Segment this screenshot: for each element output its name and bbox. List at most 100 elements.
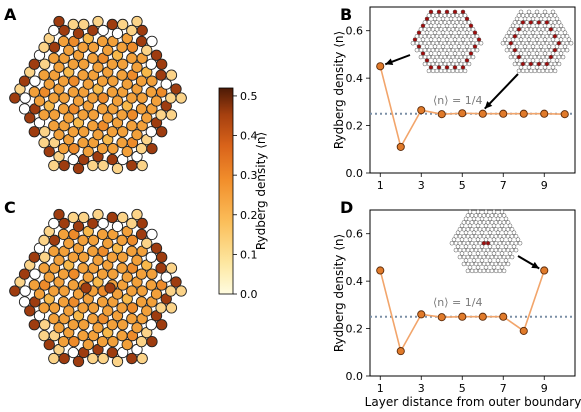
atom: [107, 268, 119, 280]
atom: [72, 220, 85, 233]
inset-atom: [534, 37, 540, 42]
atom: [48, 41, 61, 53]
inset-atom: [552, 68, 558, 74]
data-point: [458, 109, 467, 118]
atom: [131, 208, 143, 221]
atom-cluster: [135, 327, 158, 348]
atom: [33, 95, 46, 107]
atom-cluster: [38, 262, 61, 283]
atom: [145, 86, 157, 98]
inset-atom: [536, 34, 542, 39]
inset-atom: [461, 220, 467, 225]
inset-atom: [520, 47, 526, 53]
atom: [72, 288, 85, 300]
atom: [48, 52, 60, 64]
colorbar-scale: [218, 87, 234, 295]
atom: [78, 18, 90, 31]
atom-cluster: [96, 296, 119, 317]
inset-atom: [469, 220, 475, 225]
atom: [57, 336, 70, 348]
inset-atom: [512, 61, 518, 67]
inset-atom: [420, 37, 426, 42]
inset-atom: [514, 58, 520, 63]
atom: [145, 58, 157, 70]
atom-cluster: [9, 83, 31, 104]
inset-atom: [471, 244, 477, 249]
atom: [121, 145, 133, 158]
inset-atom: [552, 13, 558, 18]
inset-atom: [485, 247, 491, 253]
inset-atom: [497, 254, 503, 260]
atom: [53, 208, 65, 221]
inset-atom: [473, 268, 479, 274]
x-tick-label: 7: [500, 382, 507, 395]
atom: [53, 322, 65, 334]
atom: [111, 288, 124, 300]
atom: [78, 126, 90, 138]
inset-atom: [518, 9, 524, 15]
atom: [68, 336, 80, 348]
atom-cluster: [126, 52, 148, 73]
atom: [136, 217, 148, 230]
inset-atom: [502, 37, 508, 42]
colorbar-tick-label: 0.3: [240, 169, 258, 182]
atom: [87, 217, 99, 230]
atom: [48, 352, 60, 365]
atom: [136, 285, 148, 297]
atom: [96, 75, 109, 87]
atom: [156, 319, 168, 331]
atom-cluster: [126, 120, 148, 141]
atom: [82, 271, 94, 283]
atom: [77, 69, 89, 81]
atom-cluster: [135, 35, 158, 56]
plot-frame: [369, 6, 576, 174]
inset-atom: [456, 44, 462, 49]
inset-atom: [503, 258, 509, 263]
atom-cluster: [126, 150, 148, 172]
data-point: [396, 347, 405, 356]
atom: [33, 288, 46, 300]
atom: [92, 15, 104, 28]
atom: [63, 305, 75, 317]
atom-cluster: [57, 134, 80, 155]
inset-atom: [470, 47, 476, 53]
atom: [38, 302, 50, 314]
inset-atom: [552, 20, 558, 25]
atom: [28, 58, 40, 70]
inset-atom: [465, 213, 471, 218]
atom: [24, 112, 36, 124]
inset-atom: [536, 68, 542, 74]
x-tick-label: 5: [459, 382, 466, 395]
inset-atom: [479, 216, 485, 222]
atom: [102, 305, 114, 317]
inset-atom: [518, 65, 524, 70]
inset-atom: [434, 27, 440, 32]
atom: [18, 268, 31, 280]
inset-atom: [491, 265, 497, 270]
inset-atom: [520, 68, 526, 74]
atom: [126, 217, 138, 230]
atom-cluster: [135, 103, 158, 124]
inset-atom: [479, 244, 485, 249]
atom-cluster: [38, 32, 61, 53]
atom: [136, 24, 148, 37]
inset-atom: [497, 268, 503, 274]
inset-atom: [465, 268, 471, 274]
atom-cluster: [106, 117, 129, 138]
atom: [136, 352, 148, 365]
atom: [146, 228, 158, 240]
inset-atom: [536, 61, 542, 67]
inset-atom: [534, 23, 540, 28]
inset-atom: [528, 34, 534, 39]
atom-cluster: [145, 49, 168, 70]
inset-atom: [491, 237, 497, 242]
inset-inner-lattice: [500, 9, 574, 74]
atom-cluster: [135, 134, 158, 155]
inset-atom: [450, 40, 456, 46]
atom: [156, 58, 168, 70]
atom-cluster: [116, 32, 139, 53]
atom: [48, 245, 60, 257]
inset-atom: [436, 65, 442, 70]
inset-atom: [548, 54, 554, 60]
inset-atom: [510, 51, 516, 56]
